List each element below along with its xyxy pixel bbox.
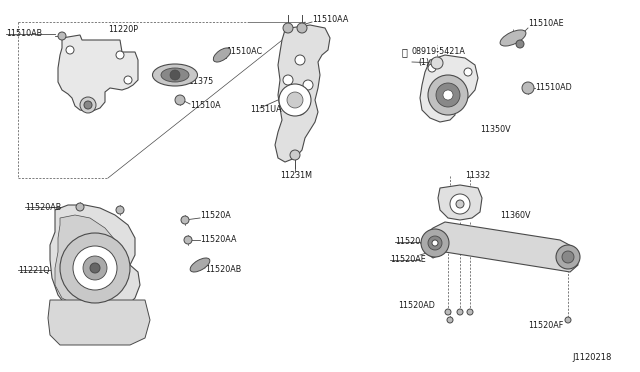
Circle shape — [90, 263, 100, 273]
Text: 11510AC: 11510AC — [226, 48, 262, 57]
Circle shape — [428, 75, 468, 115]
Text: 08919-5421A: 08919-5421A — [412, 48, 466, 57]
Circle shape — [297, 23, 307, 33]
Polygon shape — [48, 300, 150, 345]
Text: 11520AB: 11520AB — [205, 266, 241, 275]
Circle shape — [445, 309, 451, 315]
Polygon shape — [275, 25, 330, 162]
Polygon shape — [422, 222, 578, 272]
Circle shape — [456, 200, 464, 208]
Polygon shape — [50, 205, 140, 318]
Circle shape — [287, 92, 303, 108]
Circle shape — [431, 57, 443, 69]
Text: 11520A: 11520A — [200, 211, 231, 219]
Text: Ⓜ: Ⓜ — [402, 47, 408, 57]
Circle shape — [283, 23, 293, 33]
Text: 11510AD: 11510AD — [535, 83, 572, 93]
Circle shape — [447, 317, 453, 323]
Text: 11510AB: 11510AB — [6, 29, 42, 38]
Circle shape — [436, 83, 460, 107]
Ellipse shape — [500, 30, 526, 46]
Circle shape — [443, 90, 453, 100]
Text: 11520AF: 11520AF — [528, 321, 563, 330]
Ellipse shape — [190, 258, 210, 272]
Circle shape — [562, 251, 574, 263]
Circle shape — [295, 105, 305, 115]
Circle shape — [73, 246, 117, 290]
Circle shape — [464, 68, 472, 76]
Text: 11510AE: 11510AE — [528, 19, 564, 29]
Text: 11350V: 11350V — [480, 125, 511, 135]
Circle shape — [290, 150, 300, 160]
Polygon shape — [55, 215, 118, 305]
Circle shape — [556, 245, 580, 269]
Ellipse shape — [152, 64, 198, 86]
Polygon shape — [420, 55, 478, 122]
Circle shape — [428, 236, 442, 250]
Polygon shape — [438, 185, 482, 220]
Ellipse shape — [170, 70, 180, 80]
Circle shape — [184, 236, 192, 244]
Circle shape — [457, 309, 463, 315]
Circle shape — [84, 101, 92, 109]
Text: 11520AE: 11520AE — [390, 256, 426, 264]
Circle shape — [60, 233, 130, 303]
Text: 1151UA: 1151UA — [250, 106, 282, 115]
Circle shape — [522, 82, 534, 94]
Circle shape — [83, 256, 107, 280]
Circle shape — [428, 64, 436, 72]
Circle shape — [116, 51, 124, 59]
Text: 11520AC: 11520AC — [395, 237, 431, 247]
Circle shape — [66, 46, 74, 54]
Circle shape — [516, 40, 524, 48]
Text: 11332: 11332 — [465, 170, 490, 180]
Circle shape — [175, 95, 185, 105]
Circle shape — [181, 216, 189, 224]
Circle shape — [565, 317, 571, 323]
Text: 11520AA: 11520AA — [200, 235, 237, 244]
Text: 11360V: 11360V — [500, 211, 531, 219]
Text: 11520AB: 11520AB — [25, 202, 61, 212]
Circle shape — [421, 229, 449, 257]
Text: 11221Q: 11221Q — [18, 266, 50, 275]
Text: J1120218: J1120218 — [572, 353, 611, 362]
Circle shape — [80, 97, 96, 113]
Circle shape — [58, 32, 66, 40]
Text: 11220P: 11220P — [108, 26, 138, 35]
Circle shape — [450, 194, 470, 214]
Text: 11231M: 11231M — [280, 170, 312, 180]
Circle shape — [116, 206, 124, 214]
Circle shape — [467, 309, 473, 315]
Polygon shape — [58, 35, 138, 112]
Circle shape — [303, 80, 313, 90]
Text: 11510A: 11510A — [190, 102, 221, 110]
Text: 11510AA: 11510AA — [312, 16, 348, 25]
Circle shape — [279, 84, 311, 116]
Text: 11375: 11375 — [188, 77, 213, 87]
Circle shape — [295, 55, 305, 65]
Circle shape — [124, 76, 132, 84]
Circle shape — [432, 240, 438, 246]
Ellipse shape — [161, 68, 189, 82]
Ellipse shape — [213, 48, 230, 62]
Text: (1): (1) — [418, 58, 429, 67]
Circle shape — [283, 75, 293, 85]
Circle shape — [76, 203, 84, 211]
Text: 11520AD: 11520AD — [398, 301, 435, 310]
